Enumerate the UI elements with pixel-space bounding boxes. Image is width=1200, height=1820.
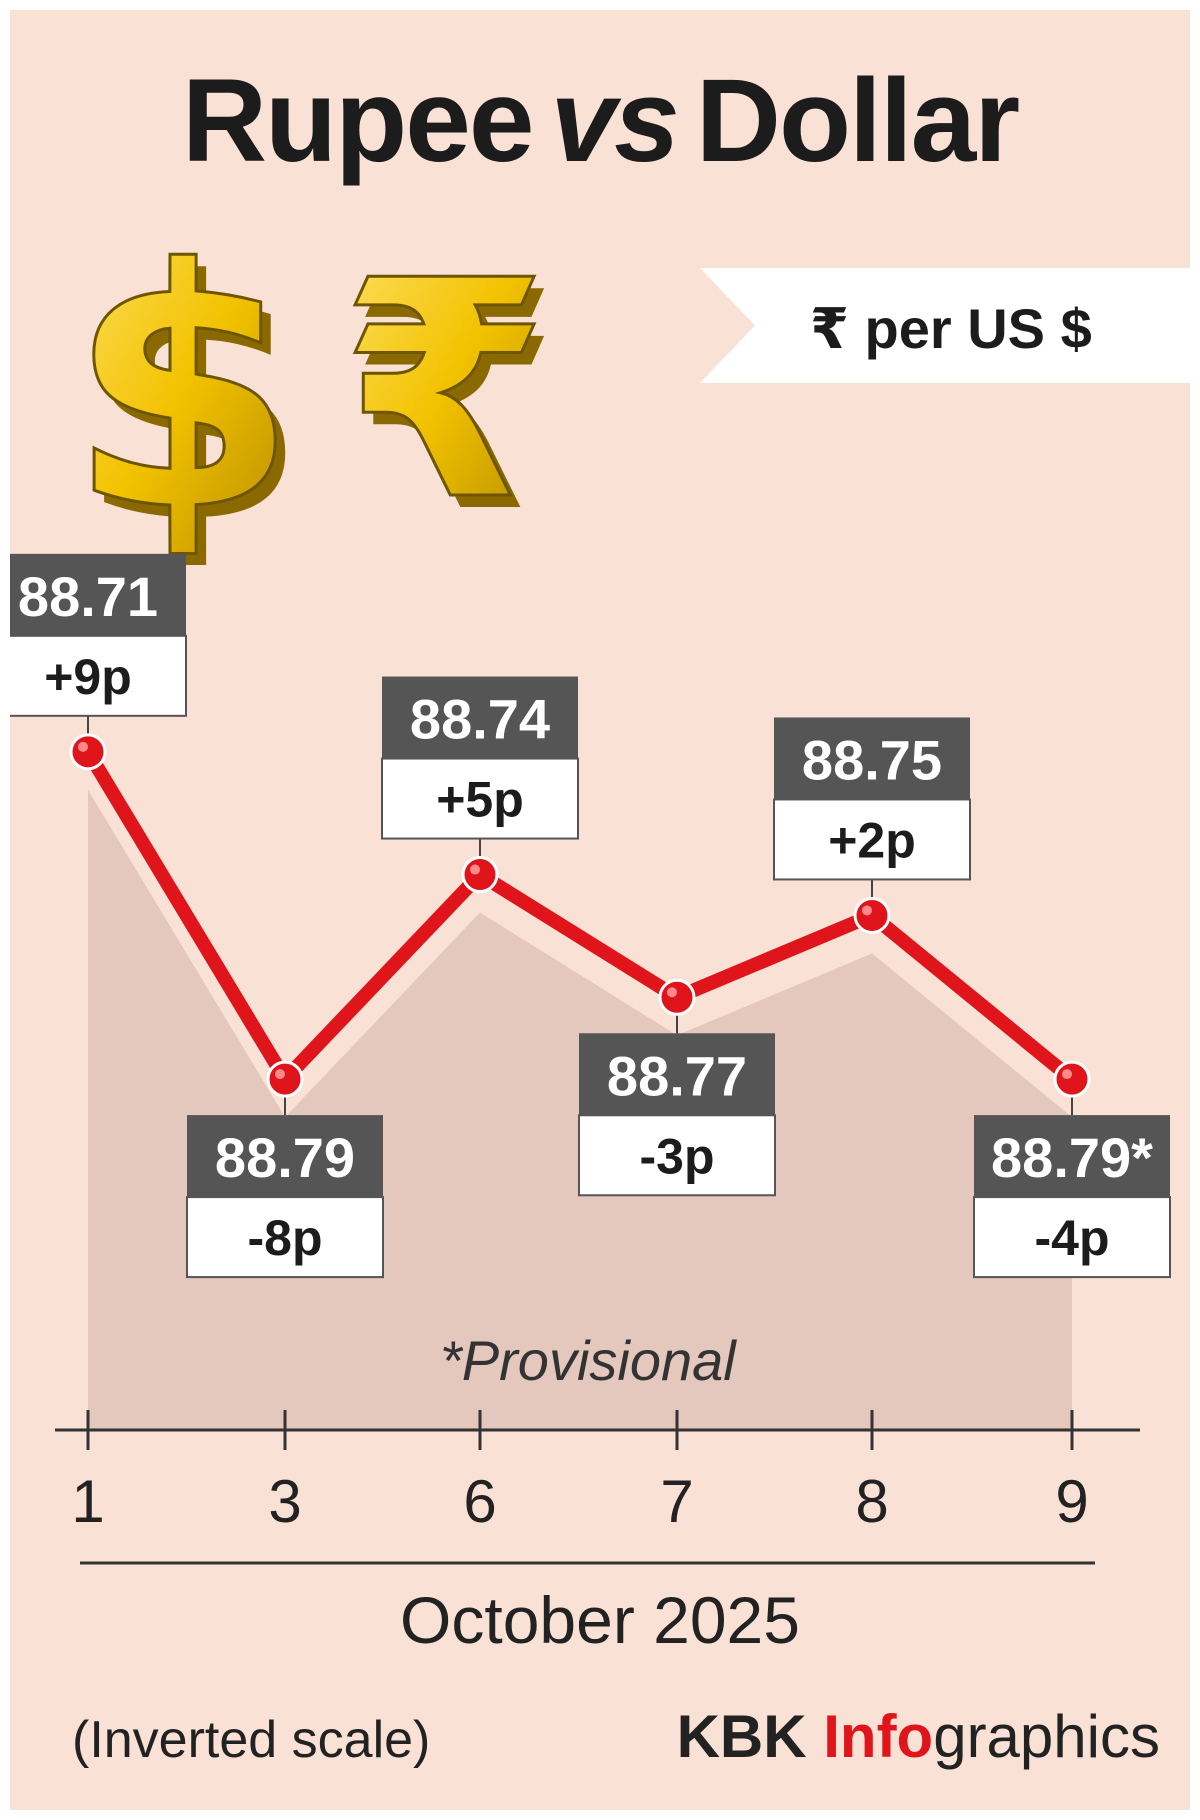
- data-point-highlight: [275, 1069, 285, 1080]
- credit-kbk: KBK: [676, 1703, 807, 1770]
- data-label: 88.79 -8p: [186, 1115, 384, 1279]
- data-point-highlight: [667, 987, 677, 998]
- title-word-dollar: Dollar: [695, 55, 1020, 187]
- dollar-symbol-icon: $ $: [67, 205, 308, 565]
- x-tick-label: 9: [1055, 1468, 1088, 1535]
- value-label: 88.79*: [991, 1126, 1153, 1189]
- data-point: [1053, 1060, 1091, 1098]
- change-box: [973, 1196, 1171, 1279]
- data-points: [69, 733, 1091, 1098]
- line-chart: 88.71 +9p 88.79 -8p 88.74 +5p 88.77 -3p 88.75 +2p…: [10, 553, 1171, 1565]
- value-box: [774, 717, 970, 800]
- data-point: [266, 1060, 304, 1098]
- change-label: -8p: [248, 1210, 323, 1266]
- change-label: -4p: [1035, 1210, 1110, 1266]
- change-box: [773, 798, 971, 881]
- data-label: 88.79* -4p: [973, 1115, 1171, 1279]
- x-tick-label: 8: [855, 1468, 888, 1535]
- infographic: Rupee vs Dollar $ $ ₹ ₹ ₹ per US $ 88.71 +9…: [10, 10, 1190, 1810]
- title-word-rupee: Rupee: [181, 55, 535, 187]
- change-label: -3p: [640, 1128, 715, 1184]
- data-point: [853, 896, 891, 934]
- change-box: [381, 757, 579, 840]
- value-label: 88.75: [802, 728, 942, 791]
- provisional-footnote: *Provisional: [440, 1329, 736, 1392]
- x-tick-label: 1: [71, 1468, 104, 1535]
- value-label: 88.77: [607, 1044, 747, 1107]
- data-label: 88.75 +2p: [773, 717, 971, 881]
- x-axis-ticks: 1 3 6 7 8 9: [71, 1410, 1089, 1535]
- data-point: [69, 733, 107, 771]
- inverted-scale-note: (Inverted scale): [72, 1711, 431, 1769]
- chart-title: Rupee vs Dollar: [10, 62, 1190, 180]
- change-box: [10, 634, 187, 717]
- currency-symbols-illustration: $ $ ₹ ₹: [67, 205, 559, 566]
- data-point-highlight: [470, 864, 480, 875]
- value-box: [382, 676, 578, 759]
- value-label: 88.79: [215, 1126, 355, 1189]
- change-box: [186, 1196, 384, 1279]
- data-point-highlight: [1062, 1069, 1072, 1080]
- data-label: 88.71 +9p: [10, 553, 187, 717]
- x-tick-label: 3: [268, 1468, 301, 1535]
- value-label: 88.71: [18, 565, 158, 628]
- value-box: [974, 1115, 1170, 1198]
- series-line: [81, 744, 1079, 1087]
- credit: KBK Infographics: [677, 1702, 1160, 1771]
- data-label: 88.74 +5p: [381, 676, 579, 840]
- svg-text:$: $: [78, 211, 308, 565]
- value-box: [579, 1033, 775, 1116]
- unit-banner: ₹ per US $: [700, 268, 1190, 383]
- value-label: 88.74: [410, 688, 550, 751]
- rupee-symbol-icon: ₹ ₹: [339, 216, 559, 566]
- data-point: [658, 978, 696, 1016]
- x-axis-label: October 2025: [400, 1583, 800, 1657]
- change-label: +2p: [828, 812, 916, 868]
- value-box: [10, 553, 186, 636]
- data-label: 88.77 -3p: [578, 1033, 776, 1197]
- x-tick-label: 7: [660, 1468, 693, 1535]
- data-point-highlight: [78, 741, 88, 752]
- svg-text:₹: ₹: [350, 229, 559, 565]
- data-point: [461, 856, 499, 894]
- credit-info: Info: [823, 1703, 934, 1770]
- data-point-highlight: [862, 905, 872, 916]
- svg-text:$: $: [68, 205, 298, 565]
- value-box: [187, 1115, 383, 1198]
- unit-label: ₹ per US $: [810, 297, 1092, 360]
- change-label: +9p: [44, 649, 132, 705]
- x-tick-label: 6: [463, 1468, 496, 1535]
- change-box: [578, 1114, 776, 1197]
- change-label: +5p: [436, 772, 524, 828]
- credit-graphics: graphics: [933, 1703, 1160, 1770]
- data-labels: 88.71 +9p 88.79 -8p 88.74 +5p 88.77 -3p 88.75 +2p…: [10, 553, 1171, 1279]
- title-word-vs: vs: [550, 55, 679, 187]
- svg-text:₹: ₹: [340, 217, 549, 565]
